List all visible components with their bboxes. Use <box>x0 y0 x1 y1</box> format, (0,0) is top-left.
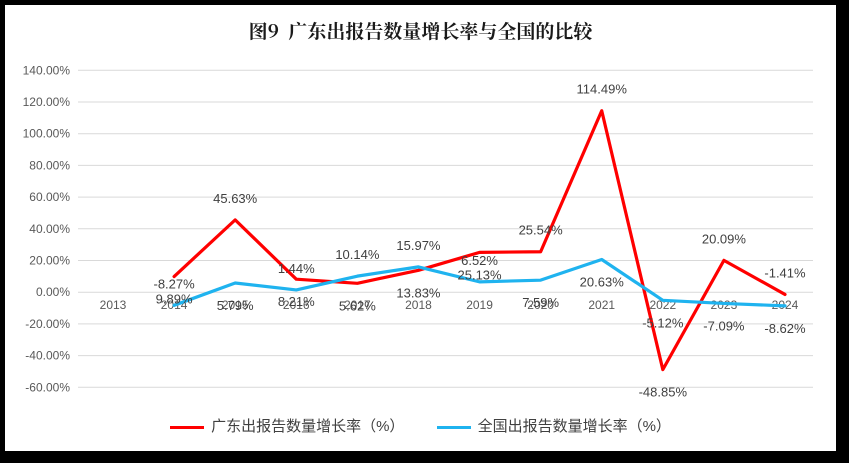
svg-text:-40.00%: -40.00% <box>25 349 70 363</box>
svg-text:-8.27%: -8.27% <box>153 276 195 291</box>
svg-text:140.00%: 140.00% <box>23 63 71 77</box>
svg-text:20.00%: 20.00% <box>29 254 70 268</box>
svg-text:8.21%: 8.21% <box>278 294 315 309</box>
svg-text:114.49%: 114.49% <box>577 82 628 97</box>
svg-text:100.00%: 100.00% <box>23 127 71 141</box>
svg-text:80.00%: 80.00% <box>29 158 70 172</box>
svg-text:60.00%: 60.00% <box>29 190 70 204</box>
svg-text:1.44%: 1.44% <box>278 261 315 276</box>
svg-text:2013: 2013 <box>100 298 127 312</box>
svg-text:20.63%: 20.63% <box>580 275 625 290</box>
svg-text:-60.00%: -60.00% <box>25 380 70 394</box>
svg-text:9.89%: 9.89% <box>156 292 193 307</box>
svg-text:-20.00%: -20.00% <box>25 317 70 331</box>
svg-text:-48.85%: -48.85% <box>639 385 688 400</box>
svg-text:-5.12%: -5.12% <box>642 315 684 330</box>
svg-text:5.62%: 5.62% <box>339 298 376 313</box>
svg-text:5.79%: 5.79% <box>217 298 254 313</box>
svg-text:2018: 2018 <box>405 298 432 312</box>
svg-text:40.00%: 40.00% <box>29 222 70 236</box>
svg-text:13.83%: 13.83% <box>396 285 441 300</box>
svg-text:7.59%: 7.59% <box>522 295 559 310</box>
svg-text:6.52%: 6.52% <box>461 253 498 268</box>
svg-text:20.09%: 20.09% <box>702 231 747 246</box>
svg-text:0.00%: 0.00% <box>36 285 70 299</box>
svg-text:2019: 2019 <box>466 298 493 312</box>
svg-text:45.63%: 45.63% <box>213 191 258 206</box>
svg-text:15.97%: 15.97% <box>396 238 441 253</box>
svg-text:-8.62%: -8.62% <box>764 321 806 336</box>
svg-text:-1.41%: -1.41% <box>764 265 806 280</box>
svg-text:25.13%: 25.13% <box>458 267 503 282</box>
svg-text:120.00%: 120.00% <box>23 95 71 109</box>
svg-text:2021: 2021 <box>588 298 615 312</box>
svg-text:10.14%: 10.14% <box>335 247 380 262</box>
svg-text:25.54%: 25.54% <box>519 223 564 238</box>
svg-text:-7.09%: -7.09% <box>703 318 745 333</box>
